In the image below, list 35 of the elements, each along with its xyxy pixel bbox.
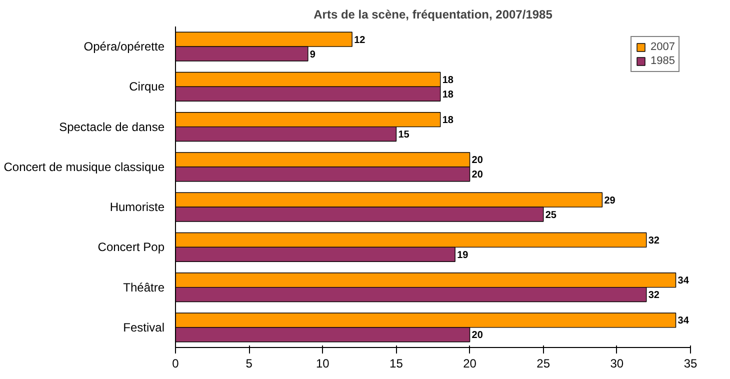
- data-label: 18: [442, 89, 454, 100]
- data-label: 32: [648, 290, 660, 302]
- legend-label: 1985: [650, 55, 675, 67]
- x-tick-label: 5: [246, 356, 253, 370]
- data-label: 18: [442, 115, 454, 126]
- data-label: 19: [457, 250, 469, 261]
- data-label: 20: [472, 330, 484, 342]
- y-tick-label: Cirque: [129, 80, 165, 94]
- y-tick-label: Opéra/opérette: [84, 40, 165, 54]
- y-tick-label: Spectacle de danse: [59, 120, 165, 134]
- data-label: 9: [310, 49, 316, 60]
- y-tick-label: Humoriste: [110, 200, 165, 214]
- x-tick-label: 15: [390, 356, 404, 370]
- y-tick-label: Concert Pop: [98, 240, 165, 254]
- x-tick-label: 10: [316, 356, 330, 370]
- data-label: 32: [648, 235, 660, 246]
- chart-title: Arts de la scène, fréquentation, 2007/1985: [314, 8, 553, 22]
- x-tick-label: 25: [536, 356, 550, 370]
- data-label: 15: [398, 130, 410, 141]
- y-tick-label: Festival: [123, 320, 164, 334]
- legend-label: 2007: [650, 41, 675, 53]
- data-label: 25: [545, 210, 557, 221]
- data-label: 29: [604, 195, 616, 206]
- x-tick-label: 35: [684, 356, 698, 370]
- data-label: 34: [678, 316, 690, 327]
- data-label: 18: [442, 74, 454, 86]
- x-tick-label: 0: [172, 356, 180, 370]
- data-label: 20: [472, 170, 484, 181]
- y-tick-label: Théâtre: [123, 280, 165, 294]
- data-label: 20: [472, 155, 484, 166]
- data-label: 34: [678, 276, 690, 287]
- data-label: 12: [354, 34, 366, 46]
- x-tick-label: 20: [463, 356, 477, 370]
- x-tick-label: 30: [610, 356, 624, 370]
- y-tick-label: Concert de musique classique: [4, 160, 165, 174]
